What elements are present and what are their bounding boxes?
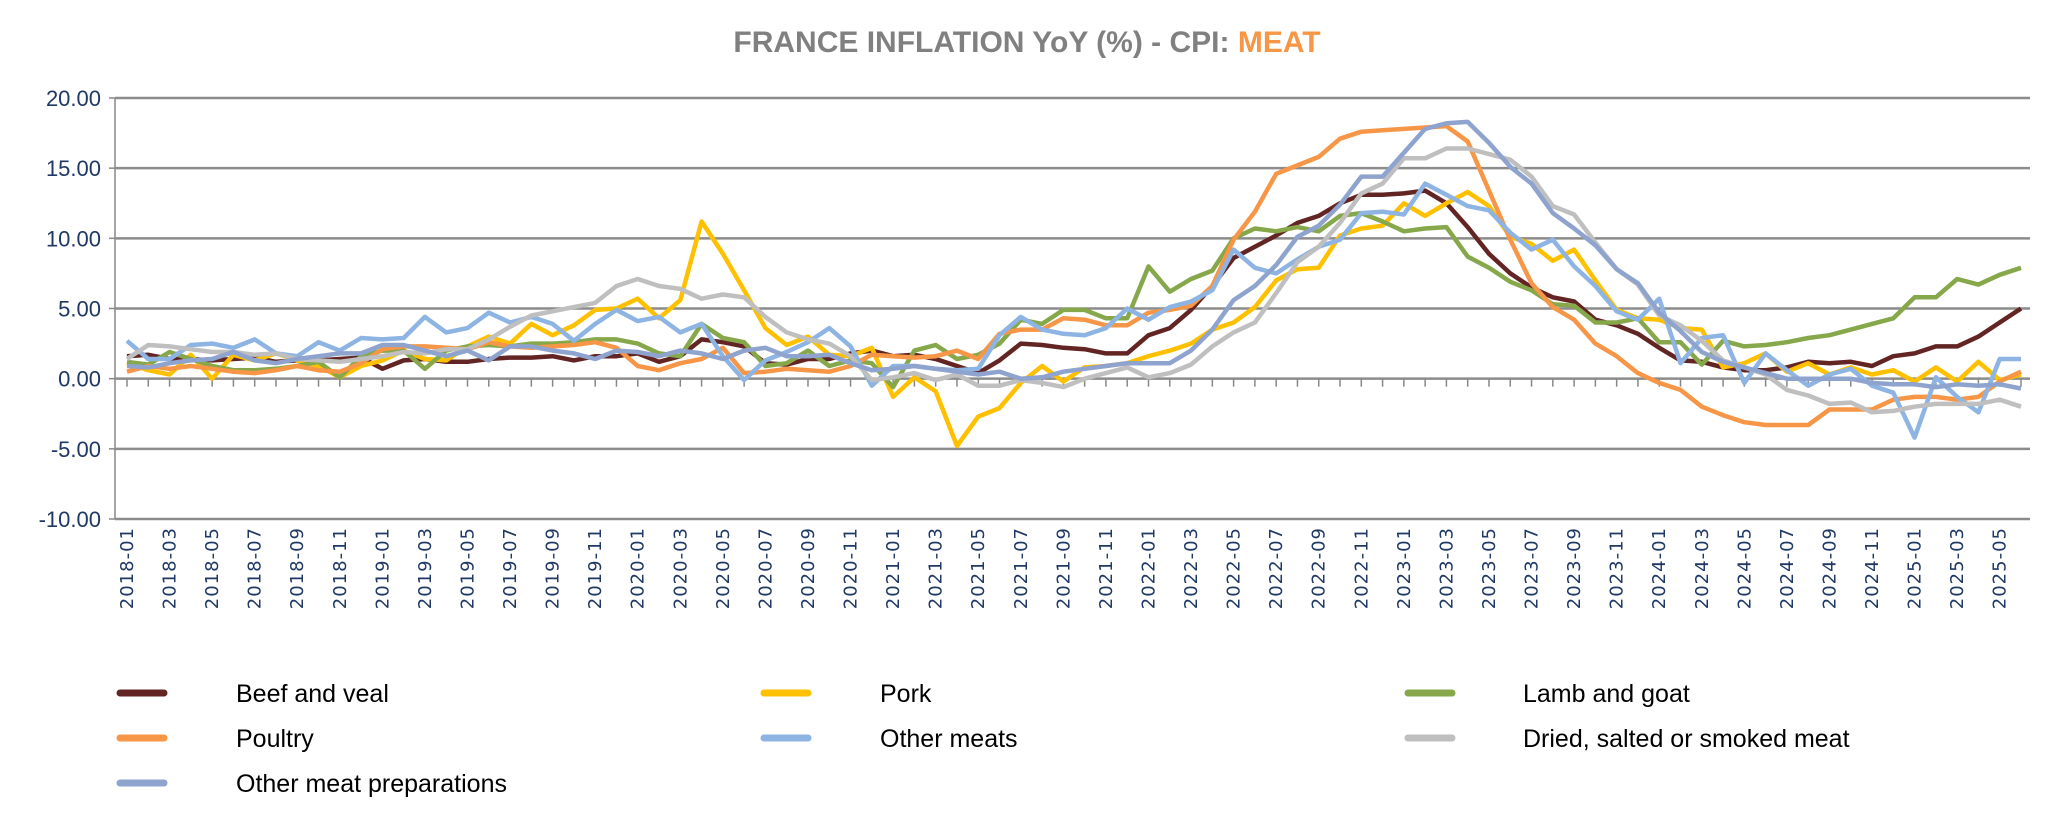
x-tick-label: 2022-11 [1351,527,1372,609]
x-tick-label: 2024-05 [1734,527,1755,609]
x-tick-label: 2024-03 [1692,527,1713,609]
x-tick-label: 2022-09 [1309,527,1330,609]
x-tick-label: 2018-01 [117,527,138,609]
x-tick-label: 2024-11 [1862,527,1883,609]
y-tick-label: 5.00 [58,297,101,322]
x-tick-label: 2020-05 [713,527,734,609]
chart-title: FRANCE INFLATION YoY (%) - CPI: MEAT [733,26,1320,59]
legend-label: Dried, salted or smoked meat [1523,725,1850,753]
x-tick-label: 2025-03 [1947,527,1968,609]
x-tick-label: 2022-01 [1138,527,1159,609]
x-tick-label: 2022-07 [1266,527,1287,609]
chart-title-highlight: MEAT [1238,26,1321,59]
x-tick-label: 2021-07 [1011,527,1032,609]
x-tick-label: 2023-01 [1394,527,1415,609]
legend-item: Pork [760,680,932,708]
x-tick-label: 2019-05 [457,527,478,609]
legend-item: Lamb and goat [1404,680,1690,708]
x-tick-label: 2023-09 [1564,527,1585,609]
x-tick-label: 2018-03 [160,527,181,609]
x-tick-label: 2018-09 [287,527,308,609]
x-tick-label: 2023-03 [1436,527,1457,609]
x-tick-label: 2020-11 [841,527,862,609]
x-tick-label: 2025-01 [1905,527,1926,609]
x-tick-label: 2019-09 [543,527,564,609]
legend-label: Lamb and goat [1523,680,1690,708]
legend-item: Other meat preparations [116,770,507,798]
series-line-other-meats [125,181,2021,440]
x-tick-label: 2018-11 [330,527,351,609]
x-tick-label: 2019-11 [585,527,606,609]
x-tick-label: 2020-09 [798,527,819,609]
series-lines [125,119,2023,449]
legend-label: Beef and veal [236,680,389,708]
x-tick-label: 2024-07 [1777,527,1798,609]
x-tick-label: 2022-05 [1224,527,1245,609]
x-tick-label: 2024-01 [1649,527,1670,609]
x-tick-label: 2023-11 [1607,527,1628,609]
chart-title-main: FRANCE INFLATION YoY (%) - CPI: [733,26,1237,59]
x-tick-label: 2020-03 [670,527,691,609]
x-tick-label: 2022-03 [1181,527,1202,609]
y-tick-label: 20.00 [46,86,101,111]
y-tick-label: 0.00 [58,367,101,392]
legend-label: Pork [880,680,932,708]
x-tick-label: 2018-07 [245,527,266,609]
x-tick-label: 2021-05 [968,527,989,609]
x-tick-label: 2019-03 [415,527,436,609]
y-tick-label: 15.00 [46,156,101,181]
legend-label: Poultry [236,725,314,753]
x-tick-label: 2019-01 [372,527,393,609]
legend-item: Beef and veal [116,680,389,708]
series-line-dried-salted-or-smoked-meat [125,146,2022,415]
legend-label: Other meats [880,725,1018,753]
y-axis-ticks: 20.00 15.00 10.00 5.00 0.00 -5.00 -10.00 [39,86,101,532]
x-tick-label: 2021-09 [1053,527,1074,609]
legend: Beef and veal Pork Lamb and goat Poultry Oth… [116,680,1850,798]
x-tick-label: 2025-05 [1990,527,2011,609]
series-line-other-meat-preparations [126,119,2022,391]
x-tick-label: 2021-11 [1096,527,1117,609]
x-tick-label: 2018-05 [202,527,223,609]
series-line-poultry [126,123,2022,428]
x-axis: 2018-01 2018-03 2018-05 2018-07 2018-09 2018-… [117,378,2022,609]
x-tick-label: 2019-07 [500,527,521,609]
x-tick-label: 2021-03 [926,527,947,609]
x-tick-label: 2023-05 [1479,527,1500,609]
x-tick-label: 2024-09 [1819,527,1840,609]
legend-item: Dried, salted or smoked meat [1404,725,1850,753]
legend-item: Poultry [116,725,314,753]
x-tick-label: 2020-01 [628,527,649,609]
legend-label: Other meat preparations [236,770,507,798]
y-tick-label: -5.00 [51,437,101,462]
x-tick-label: 2023-07 [1522,527,1543,609]
gridlines [109,96,2030,521]
legend-item: Other meats [760,725,1018,753]
y-tick-label: 10.00 [46,226,101,251]
x-tick-label: 2020-07 [755,527,776,609]
y-tick-label: -10.00 [39,507,101,532]
x-tick-label: 2021-01 [883,527,904,609]
